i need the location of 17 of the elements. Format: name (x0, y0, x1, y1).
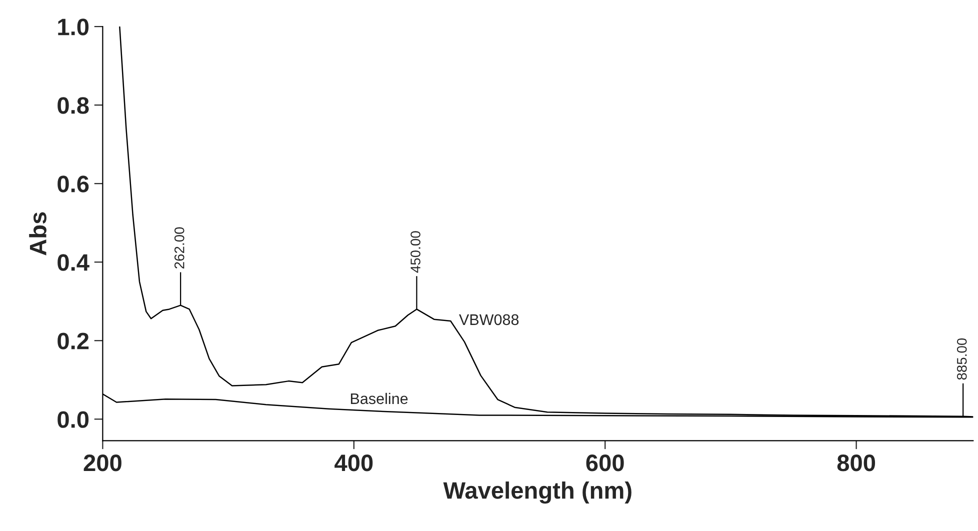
x-tick-label: 200 (84, 454, 122, 472)
x-tick-label: 400 (334, 454, 373, 472)
y-axis-title: Abs (29, 212, 46, 256)
x-tick-label: 600 (586, 454, 624, 472)
y-tick-label: 0.8 (58, 97, 89, 114)
series-label: VBW088 (459, 314, 519, 326)
x-axis-title: Wavelength (nm) (443, 481, 632, 504)
annotation: 450.00 (410, 231, 420, 273)
y-tick-label: 1.0 (58, 18, 89, 36)
y-tick-label: 0.0 (58, 411, 89, 428)
y-tick-label: 0.2 (58, 332, 89, 350)
annotation: 262.00 (174, 227, 184, 268)
x-tick-label: 800 (837, 454, 876, 472)
series-label: Baseline (350, 392, 408, 404)
y-tick-label: 0.4 (58, 254, 90, 271)
annotation: 885.00 (956, 338, 967, 380)
y-tick-label: 0.6 (58, 176, 89, 192)
